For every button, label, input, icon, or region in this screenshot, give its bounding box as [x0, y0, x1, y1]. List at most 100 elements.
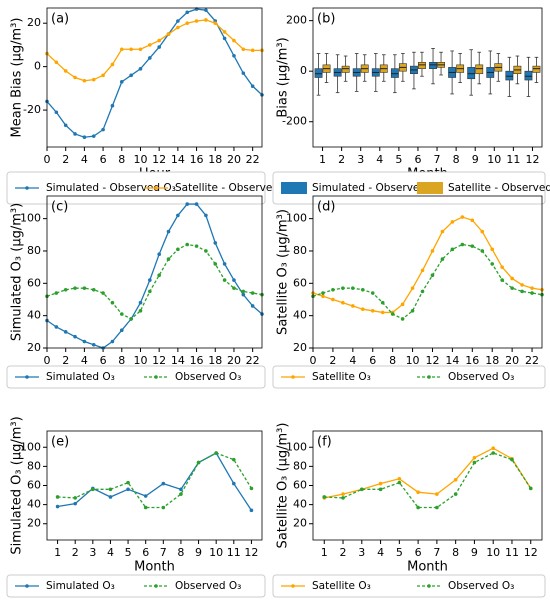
y-tick-label: 20: [293, 517, 307, 530]
series-line: [46, 243, 263, 320]
series-line: [46, 19, 262, 82]
point: [129, 47, 133, 52]
y-tick-label: 80: [293, 244, 307, 257]
x-tick-label: 0: [310, 354, 317, 367]
point: [331, 287, 335, 292]
box: [429, 62, 437, 69]
x-tick-label: 11: [506, 153, 520, 166]
point: [91, 287, 96, 292]
point: [119, 80, 124, 84]
x-tick-label: 3: [89, 546, 96, 559]
point: [110, 339, 115, 344]
point: [322, 495, 327, 499]
x-tick-label: 10: [209, 546, 223, 559]
point: [143, 505, 148, 510]
point: [54, 110, 59, 115]
point: [91, 77, 96, 82]
plot-frame: [46, 430, 263, 541]
y-tick-label: 100: [286, 440, 307, 453]
point: [213, 262, 218, 266]
point: [341, 492, 345, 496]
point: [126, 480, 130, 485]
point: [450, 220, 455, 224]
point: [63, 69, 68, 73]
legend-label: Simulated O₃: [46, 371, 115, 383]
x-tick-label: 9: [471, 546, 478, 559]
point: [520, 283, 524, 287]
x-tick-label: 8: [177, 546, 184, 559]
x-tick-label: 18: [208, 153, 222, 166]
box: [390, 68, 399, 78]
legend-marker: [25, 375, 29, 379]
legend-marker: [154, 584, 158, 588]
y-tick-label: 60: [27, 479, 41, 492]
legend-marker: [291, 375, 295, 379]
legend-marker: [154, 375, 158, 379]
x-tick-label: 12: [152, 354, 166, 367]
x-tick-label: 4: [349, 354, 356, 367]
legend-marker: [291, 584, 295, 588]
point: [378, 487, 383, 492]
plot-frame: [312, 430, 543, 541]
point: [500, 265, 504, 269]
point: [491, 446, 495, 451]
point: [460, 215, 465, 219]
point: [179, 492, 183, 496]
y-tick-label: 60: [293, 479, 307, 492]
point: [410, 286, 415, 290]
point: [530, 291, 534, 295]
x-tick-label: 0: [44, 153, 51, 166]
point: [157, 273, 161, 278]
legend-swatch: [417, 182, 443, 194]
x-tick-label: 20: [505, 354, 519, 367]
x-tick-label: 5: [395, 153, 402, 166]
point: [480, 229, 485, 234]
x-tick-label: 4: [376, 153, 383, 166]
point: [241, 47, 246, 52]
point: [204, 8, 208, 12]
series-line: [46, 8, 263, 138]
point: [194, 19, 199, 23]
y-tick-label: 80: [27, 459, 41, 472]
legend-label: Satellite O₃: [312, 580, 371, 592]
x-tick-label: 11: [505, 546, 519, 559]
plot-frame: [312, 195, 543, 349]
point: [138, 47, 143, 52]
point: [129, 317, 133, 321]
point: [249, 508, 254, 513]
point: [480, 249, 485, 253]
point: [528, 486, 533, 491]
y-tick-label: 40: [27, 309, 41, 322]
legend-label: Satellite O₃: [312, 371, 371, 383]
legend-marker: [25, 584, 29, 588]
point: [204, 213, 208, 218]
x-tick-label: 1: [54, 546, 61, 559]
point: [91, 487, 95, 492]
point: [126, 487, 130, 492]
x-tick-label: 6: [414, 153, 421, 166]
point: [370, 291, 375, 295]
x-tick-label: 16: [190, 354, 204, 367]
point: [185, 242, 190, 247]
point: [440, 229, 445, 234]
point: [110, 300, 115, 305]
point: [351, 286, 355, 290]
point: [101, 73, 105, 78]
point: [185, 21, 190, 26]
y-tick-label: 20: [27, 16, 41, 29]
point: [491, 451, 495, 455]
legend-swatch: [281, 182, 307, 194]
x-tick-label: 10: [133, 153, 147, 166]
x-tick-label: 8: [118, 153, 125, 166]
y-tick-label: 40: [293, 309, 307, 322]
x-tick-label: 6: [100, 354, 107, 367]
x-tick-label: 20: [227, 354, 241, 367]
point: [416, 505, 420, 510]
x-tick-label: 6: [100, 153, 107, 166]
x-tick-label: 8: [452, 546, 459, 559]
point: [91, 134, 96, 138]
point: [378, 481, 383, 486]
box: [532, 65, 541, 73]
point: [435, 505, 439, 510]
x-tick-label: 18: [208, 354, 222, 367]
